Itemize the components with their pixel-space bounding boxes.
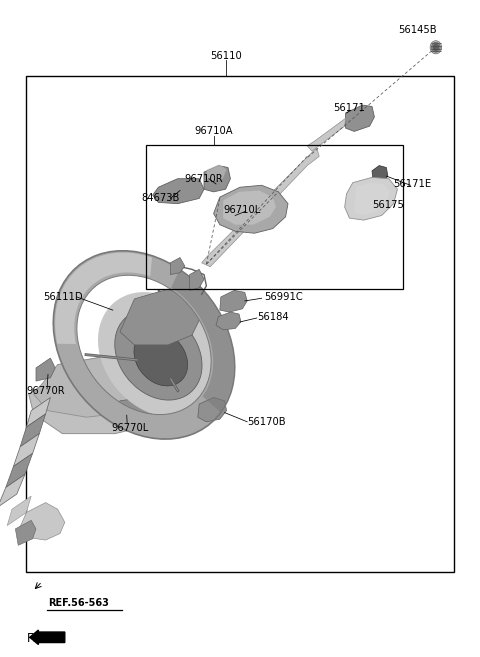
Text: 56175: 56175: [372, 200, 404, 210]
Polygon shape: [110, 397, 154, 427]
Text: 56184: 56184: [257, 311, 288, 322]
Text: 56171: 56171: [334, 103, 365, 114]
Polygon shape: [53, 251, 235, 439]
Text: 56110: 56110: [210, 51, 241, 61]
Ellipse shape: [432, 42, 440, 53]
Polygon shape: [170, 258, 185, 275]
Polygon shape: [20, 503, 65, 540]
Bar: [146, 145, 403, 289]
Polygon shape: [7, 496, 31, 526]
Polygon shape: [26, 397, 50, 427]
Text: FR.: FR.: [26, 632, 45, 645]
Polygon shape: [372, 166, 388, 184]
Polygon shape: [0, 474, 25, 507]
Polygon shape: [307, 118, 346, 151]
Ellipse shape: [430, 41, 442, 54]
Polygon shape: [223, 191, 276, 225]
Polygon shape: [345, 177, 397, 220]
Polygon shape: [20, 414, 46, 447]
Polygon shape: [15, 520, 36, 545]
Polygon shape: [171, 270, 234, 412]
Polygon shape: [214, 185, 288, 233]
Polygon shape: [220, 290, 247, 312]
Polygon shape: [206, 164, 227, 181]
Ellipse shape: [98, 292, 219, 417]
Polygon shape: [36, 358, 55, 381]
Bar: [26, 76, 454, 572]
Polygon shape: [58, 335, 168, 388]
Polygon shape: [216, 312, 241, 330]
Text: 56145B: 56145B: [398, 24, 437, 35]
Polygon shape: [354, 183, 390, 215]
Polygon shape: [6, 453, 33, 487]
Text: 56170B: 56170B: [247, 417, 286, 427]
Text: REF.56-563: REF.56-563: [48, 598, 109, 608]
Polygon shape: [120, 289, 202, 345]
Polygon shape: [55, 253, 152, 344]
Polygon shape: [13, 434, 39, 466]
Text: 96770L: 96770L: [111, 423, 148, 434]
Polygon shape: [48, 361, 182, 409]
Text: 96710R: 96710R: [185, 173, 223, 184]
Polygon shape: [190, 269, 204, 290]
FancyArrow shape: [30, 630, 65, 645]
Polygon shape: [198, 397, 227, 422]
Text: 56991C: 56991C: [264, 292, 303, 302]
Text: 96710L: 96710L: [223, 205, 261, 215]
Ellipse shape: [115, 309, 202, 400]
Polygon shape: [202, 148, 319, 267]
Text: 84673B: 84673B: [142, 193, 180, 204]
Text: 96710A: 96710A: [194, 126, 233, 137]
Ellipse shape: [134, 330, 188, 386]
Polygon shape: [204, 166, 230, 192]
Text: 56111D: 56111D: [43, 292, 83, 302]
Text: 56171E: 56171E: [394, 179, 432, 189]
Polygon shape: [153, 179, 204, 204]
Polygon shape: [29, 355, 197, 434]
Polygon shape: [34, 351, 192, 417]
Text: 96770R: 96770R: [26, 386, 65, 396]
Ellipse shape: [433, 44, 439, 51]
Polygon shape: [346, 105, 374, 131]
